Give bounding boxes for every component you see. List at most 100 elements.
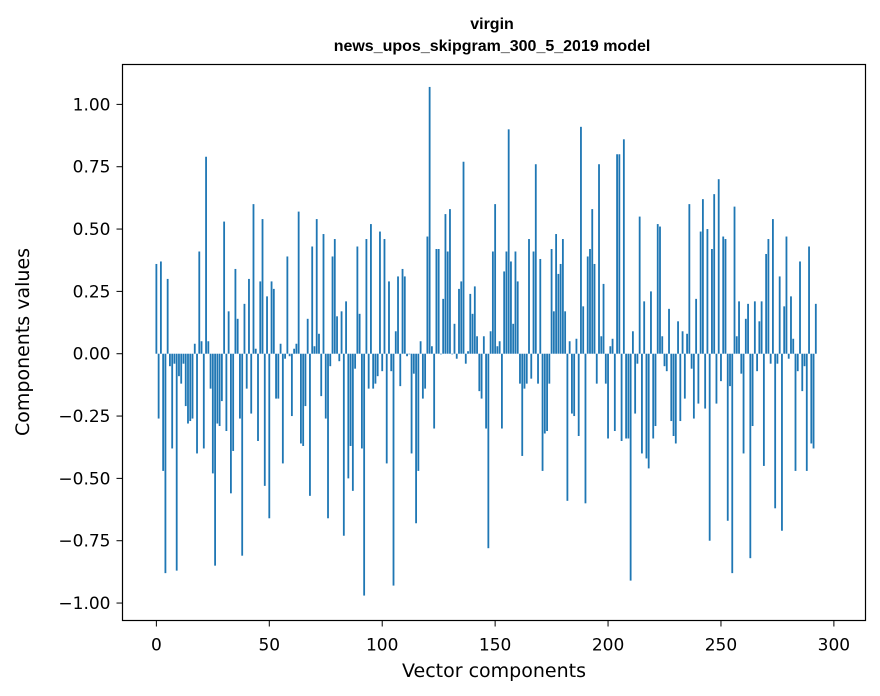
- x-axis-ticks: 0 50 100 150 200 250 300: [151, 620, 850, 656]
- bar-44: [254, 348, 257, 354]
- bar-205: [618, 154, 621, 354]
- bar-22: [205, 156, 207, 354]
- bar-121: [428, 86, 431, 354]
- bar-14: [187, 353, 189, 424]
- bar-170: [539, 258, 542, 354]
- bar-257: [735, 336, 738, 354]
- bar-272: [769, 353, 772, 364]
- bar-150: [494, 204, 497, 354]
- bar-218: [647, 353, 650, 469]
- bar-187: [577, 353, 580, 436]
- bar-182: [566, 353, 569, 501]
- bar-204: [616, 154, 618, 354]
- bar-178: [557, 273, 560, 354]
- bar-85: [347, 353, 350, 479]
- bar-39: [243, 303, 246, 354]
- bar-59: [288, 353, 291, 357]
- bar-67: [306, 318, 309, 354]
- x-tick-label: 300: [818, 636, 850, 656]
- bar-107: [397, 276, 399, 354]
- bar-112: [408, 353, 411, 355]
- bar-247: [713, 194, 716, 354]
- bar-21: [202, 353, 205, 449]
- bar-88: [354, 353, 357, 369]
- bar-188: [580, 126, 582, 354]
- bar-268: [760, 301, 763, 354]
- bar-15: [189, 353, 192, 422]
- bar-31: [225, 353, 228, 432]
- bar-158: [512, 323, 515, 354]
- y-tick-label: 0.75: [73, 158, 111, 178]
- bar-206: [620, 353, 623, 441]
- bar-224: [661, 336, 664, 354]
- bar-148: [489, 331, 492, 354]
- bar-26: [214, 353, 216, 566]
- plot-frame: [121, 63, 867, 622]
- chart-subtitle: news_upos_skipgram_300_5_2019 model: [334, 38, 651, 55]
- y-tick-label: −0.75: [58, 532, 110, 552]
- bar-292: [814, 303, 817, 354]
- x-tick-label: 100: [366, 636, 398, 656]
- bar-80: [336, 316, 338, 354]
- bar-5: [166, 278, 169, 354]
- bar-34: [232, 353, 235, 451]
- bar-245: [708, 353, 711, 541]
- bar-120: [426, 236, 429, 354]
- bar-94: [367, 353, 370, 389]
- bar-24: [209, 353, 212, 389]
- bar-239: [695, 298, 698, 354]
- bar-285: [799, 261, 801, 354]
- bar-279: [785, 236, 788, 354]
- bar-147: [487, 353, 490, 549]
- bar-263: [749, 353, 752, 559]
- bar-209: [627, 353, 630, 439]
- bar-160: [516, 281, 519, 354]
- bar-281: [790, 296, 792, 354]
- bar-72: [318, 333, 320, 354]
- bar-128: [444, 214, 447, 354]
- bar-125: [437, 249, 440, 354]
- bar-198: [602, 283, 605, 354]
- bar-166: [530, 353, 533, 379]
- bar-27: [216, 353, 219, 424]
- bar-58: [286, 256, 289, 354]
- bar-118: [421, 353, 424, 399]
- bar-122: [430, 346, 433, 354]
- bar-25: [211, 353, 214, 474]
- bar-275: [776, 353, 779, 364]
- bar-151: [496, 346, 499, 354]
- bar-241: [699, 231, 702, 354]
- bar-265: [753, 301, 756, 354]
- bar-225: [663, 353, 666, 367]
- bar-215: [641, 353, 643, 454]
- bar-6: [169, 353, 171, 367]
- bar-163: [523, 353, 526, 389]
- bar-202: [611, 338, 614, 354]
- bar-57: [284, 353, 287, 359]
- bar-156: [507, 129, 510, 354]
- chart-title: virgin: [470, 16, 514, 33]
- x-tick-label: 50: [258, 636, 280, 656]
- bar-78: [331, 256, 334, 354]
- x-axis-label: Vector components: [402, 660, 586, 682]
- bar-226: [665, 353, 668, 372]
- bar-274: [774, 353, 777, 509]
- bar-159: [514, 251, 517, 354]
- bar-126: [440, 353, 442, 355]
- bar-16: [191, 353, 194, 419]
- bar-255: [731, 353, 734, 574]
- bar-223: [659, 226, 661, 354]
- bar-30: [223, 221, 226, 354]
- bar-256: [733, 206, 736, 354]
- bar-124: [435, 249, 438, 354]
- bar-111: [406, 353, 408, 357]
- bar-18: [196, 353, 198, 454]
- bar-260: [742, 353, 745, 454]
- bar-109: [401, 268, 404, 354]
- bar-51: [270, 281, 273, 354]
- bar-242: [701, 199, 704, 354]
- bar-62: [295, 343, 298, 354]
- bar-216: [643, 301, 646, 354]
- bar-172: [543, 353, 546, 434]
